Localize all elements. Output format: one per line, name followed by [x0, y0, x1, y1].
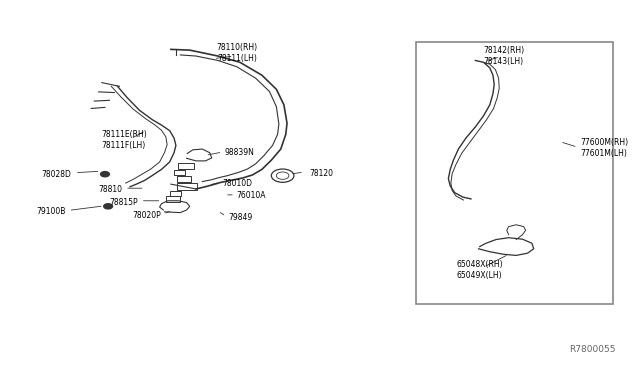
- Text: 79849: 79849: [228, 213, 253, 222]
- Bar: [416, 42, 614, 304]
- Text: 78110(RH)
78111(LH): 78110(RH) 78111(LH): [216, 44, 257, 63]
- Text: 78142(RH)
78143(LH): 78142(RH) 78143(LH): [483, 46, 524, 66]
- Text: 78815P: 78815P: [109, 198, 138, 207]
- Text: 79100B: 79100B: [36, 207, 65, 217]
- Text: 78028D: 78028D: [42, 170, 72, 179]
- Circle shape: [100, 171, 109, 177]
- Text: 78111E(RH)
78111F(LH): 78111E(RH) 78111F(LH): [101, 130, 147, 150]
- Text: 78810: 78810: [99, 185, 122, 194]
- Text: 76010A: 76010A: [237, 192, 266, 201]
- Bar: [170, 191, 181, 196]
- Text: 78020P: 78020P: [132, 211, 161, 220]
- Text: 98839N: 98839N: [225, 148, 255, 157]
- Bar: [177, 176, 191, 182]
- Text: 78010D: 78010D: [222, 179, 252, 187]
- Bar: [174, 170, 186, 175]
- Text: R7800055: R7800055: [569, 345, 616, 354]
- Text: 77600M(RH)
77601M(LH): 77600M(RH) 77601M(LH): [580, 138, 628, 158]
- Text: 65048X(RH)
65049X(LH): 65048X(RH) 65049X(LH): [456, 260, 503, 280]
- Bar: [179, 163, 194, 169]
- Bar: [166, 196, 180, 202]
- Text: 78120: 78120: [309, 169, 333, 177]
- Bar: [177, 183, 197, 190]
- Circle shape: [104, 204, 113, 209]
